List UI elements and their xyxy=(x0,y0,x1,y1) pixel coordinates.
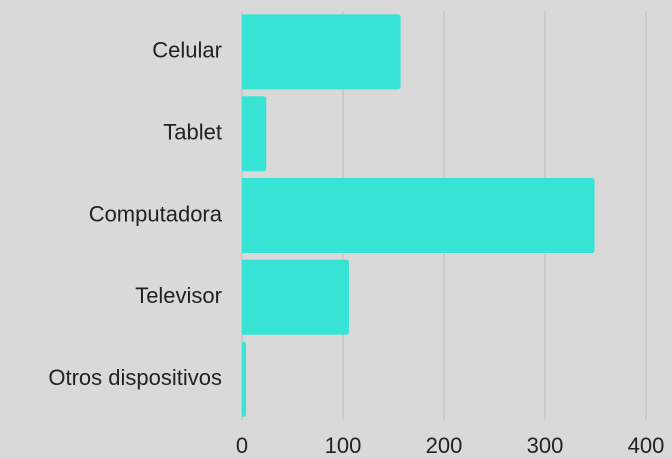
x-tick-label: 400 xyxy=(628,433,665,458)
bar xyxy=(242,14,401,90)
y-tick-label: Celular xyxy=(152,38,222,63)
x-tick-label: 300 xyxy=(527,433,564,458)
bar xyxy=(242,341,247,417)
x-tick-label: 100 xyxy=(325,433,362,458)
y-tick-label: Computadora xyxy=(89,201,223,226)
x-tick-label: 0 xyxy=(236,433,248,458)
y-tick-label: Otros dispositivos xyxy=(48,365,222,390)
bar xyxy=(242,178,595,253)
y-tick-label: Televisor xyxy=(135,283,222,308)
bar xyxy=(242,259,350,335)
bar xyxy=(242,96,267,172)
y-tick-label: Tablet xyxy=(163,120,222,145)
x-tick-label: 200 xyxy=(426,433,463,458)
